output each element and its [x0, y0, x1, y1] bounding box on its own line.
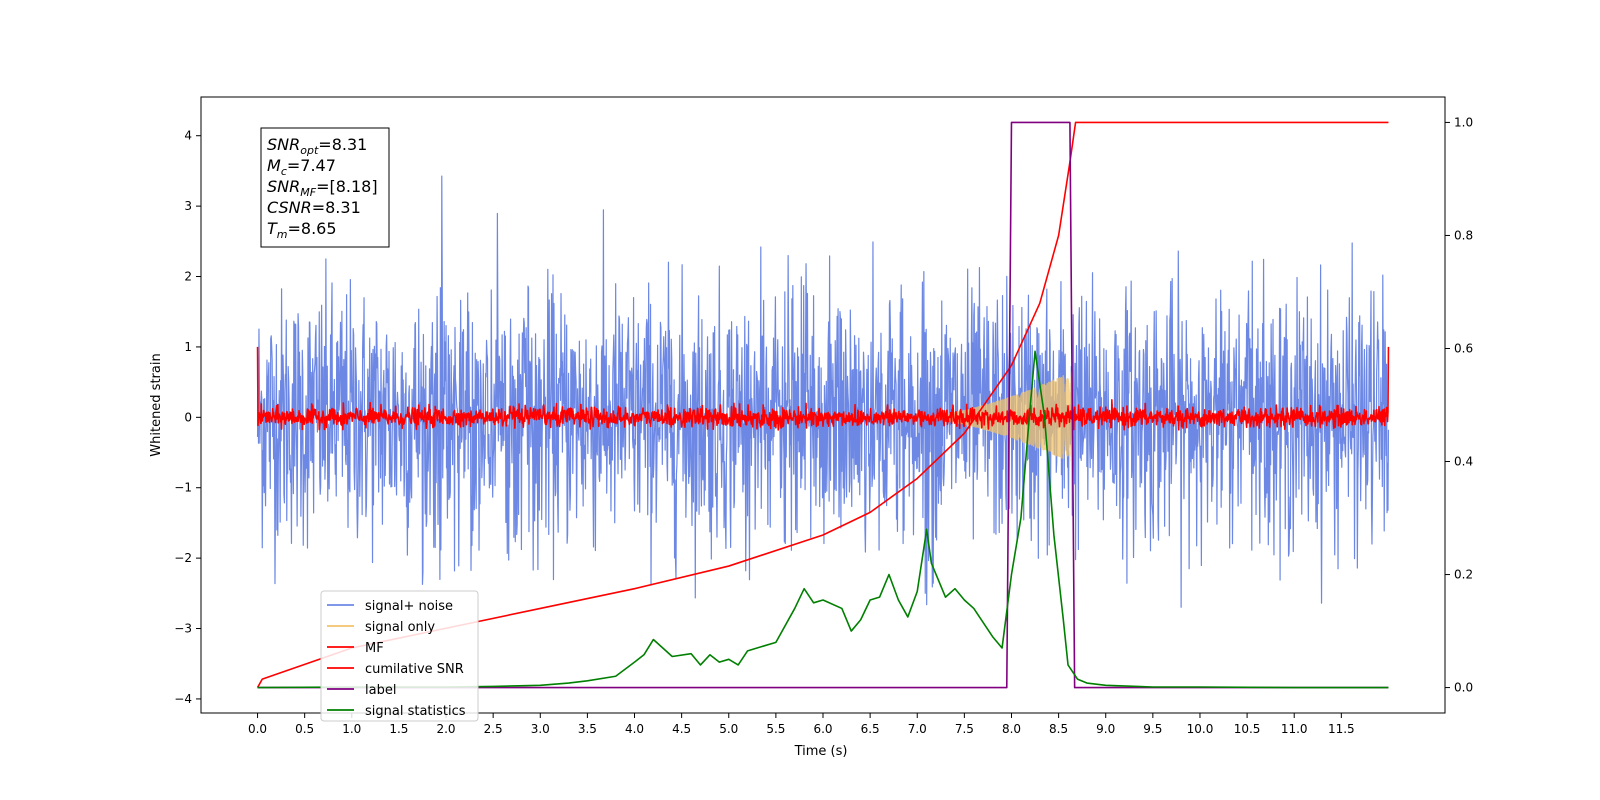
y-right-tick-label: 0.4 — [1454, 455, 1473, 469]
y-left-tick-label: −3 — [174, 622, 192, 636]
x-tick-label: 7.5 — [955, 722, 974, 736]
y-left-tick-label: −2 — [174, 551, 192, 565]
x-tick-label: 5.0 — [719, 722, 738, 736]
legend-label: MF — [365, 641, 384, 656]
y-left-tick-label: −4 — [174, 692, 192, 706]
x-tick-label: 11.0 — [1281, 722, 1308, 736]
series-label — [257, 121, 1389, 689]
annotation-line: CSNR=8.31 — [267, 198, 361, 217]
x-tick-label: 4.5 — [672, 722, 691, 736]
legend-label: signal only — [365, 620, 435, 635]
x-tick-label: 5.5 — [766, 722, 785, 736]
x-tick-label: 9.0 — [1096, 722, 1115, 736]
x-tick-label: 9.5 — [1143, 722, 1162, 736]
x-tick-label: 10.5 — [1234, 722, 1261, 736]
x-tick-label: 11.5 — [1328, 722, 1355, 736]
x-axis-label: Time (s) — [794, 744, 848, 759]
y-right-tick-label: 0.2 — [1454, 568, 1473, 582]
y-right-tick-label: 1.0 — [1454, 115, 1473, 129]
x-tick-label: 8.0 — [1002, 722, 1021, 736]
y-axis-label: Whitened strain — [149, 353, 164, 456]
y-left-tick-label: 1 — [184, 340, 192, 354]
y-axis-left: 4 3 2 1 0 −1 −2 −3 −4 — [174, 129, 201, 706]
x-tick-label: 1.0 — [342, 722, 361, 736]
y-left-tick-label: 4 — [184, 129, 192, 143]
x-tick-label: 0.5 — [295, 722, 314, 736]
y-left-tick-label: 0 — [184, 410, 192, 424]
y-left-tick-label: 3 — [184, 199, 192, 213]
x-tick-label: 8.5 — [1049, 722, 1068, 736]
y-left-tick-label: −1 — [174, 481, 192, 495]
x-tick-label: 0.0 — [248, 722, 267, 736]
series-signal-statistics — [257, 350, 1389, 689]
legend-label: signal statistics — [365, 704, 466, 719]
x-tick-label: 2.0 — [436, 722, 455, 736]
annotation-line: SNRMF=[8.18] — [267, 177, 378, 199]
y-right-tick-label: 0.6 — [1454, 341, 1473, 355]
y-right-tick-label: 0.0 — [1454, 681, 1473, 695]
legend: signal+ noise signal only MF cumilative SNR… — [320, 590, 479, 722]
legend-label: signal+ noise — [365, 599, 453, 614]
x-tick-label: 7.0 — [908, 722, 927, 736]
x-tick-label: 6.0 — [813, 722, 832, 736]
y-right-tick-label: 0.8 — [1454, 228, 1473, 242]
x-tick-label: 2.5 — [484, 722, 503, 736]
x-tick-label: 3.0 — [531, 722, 550, 736]
annotation-line: Mc=7.47 — [267, 156, 336, 178]
x-tick-label: 6.5 — [861, 722, 880, 736]
y-left-tick-label: 2 — [184, 270, 192, 284]
x-tick-label: 1.5 — [389, 722, 408, 736]
annotation-line: SNRopt=8.31 — [267, 135, 367, 157]
legend-label: cumilative SNR — [365, 662, 464, 677]
y-axis-right: 1.0 0.8 0.6 0.4 0.2 0.0 — [1445, 115, 1473, 695]
series-mf — [256, 346, 1390, 431]
annotation-line: Tm=8.65 — [267, 219, 337, 241]
x-tick-label: 3.5 — [578, 722, 597, 736]
x-axis: 0.0 0.5 1.0 1.5 2.0 2.5 3.0 3.5 4.0 4.5 5.0 5.5 6.0 6… — [248, 713, 1355, 736]
legend-label: label — [365, 683, 396, 698]
x-tick-label: 10.0 — [1187, 722, 1214, 736]
x-tick-label: 4.0 — [625, 722, 644, 736]
